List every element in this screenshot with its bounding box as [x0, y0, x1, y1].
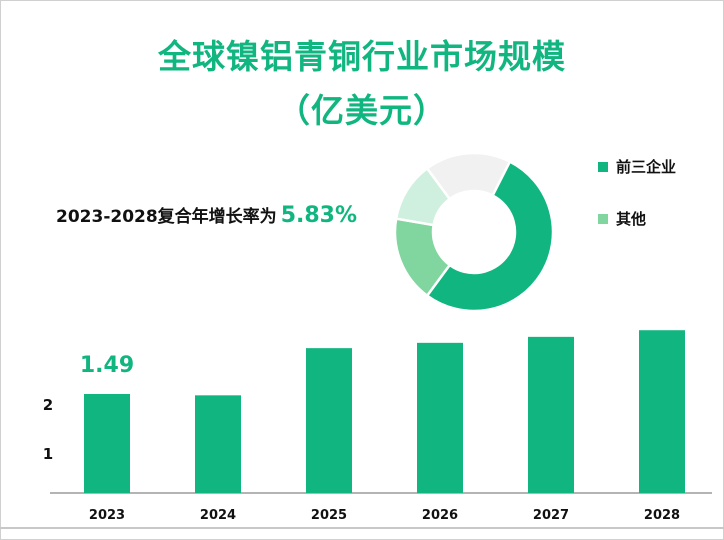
x-tick-label: 2025	[311, 508, 347, 523]
cagr-label: 2023-2028复合年增长率为	[56, 207, 277, 227]
bar-2028	[639, 330, 685, 493]
bottom-divider	[0, 527, 724, 529]
bar-2023	[84, 394, 130, 493]
bar-2024	[195, 395, 241, 493]
chart-title: 全球镍铝青铜行业市场规模	[158, 37, 566, 76]
x-tick-label: 2023	[89, 508, 125, 523]
x-tick-label: 2026	[422, 508, 458, 523]
legend-swatch	[598, 213, 608, 224]
legend-item-other: 其他	[598, 208, 646, 229]
data-label: 1.49	[80, 353, 134, 378]
x-tick-label: 2027	[533, 508, 569, 523]
x-tick-label: 2024	[200, 508, 236, 523]
bar-2027	[528, 336, 574, 493]
legend-label: 前三企业	[616, 158, 677, 176]
donut-slice-0	[425, 159, 555, 313]
bar-2025	[306, 348, 352, 493]
legend-label: 其他	[616, 210, 647, 228]
x-tick-label: 2028	[644, 508, 680, 523]
cagr-value: 5.83%	[280, 203, 358, 228]
bar-2026	[417, 342, 463, 493]
y-tick-label: 1	[43, 445, 53, 463]
legend-item-top3: 前三企业	[598, 156, 676, 177]
donut-slice-unlabeled-3	[425, 151, 512, 201]
y-tick-label: 2	[43, 396, 53, 414]
chart-subtitle-unit: （亿美元）	[277, 91, 447, 130]
legend-swatch	[598, 161, 608, 172]
cagr-text: 2023-2028复合年增长率为 5.83%	[56, 202, 357, 228]
